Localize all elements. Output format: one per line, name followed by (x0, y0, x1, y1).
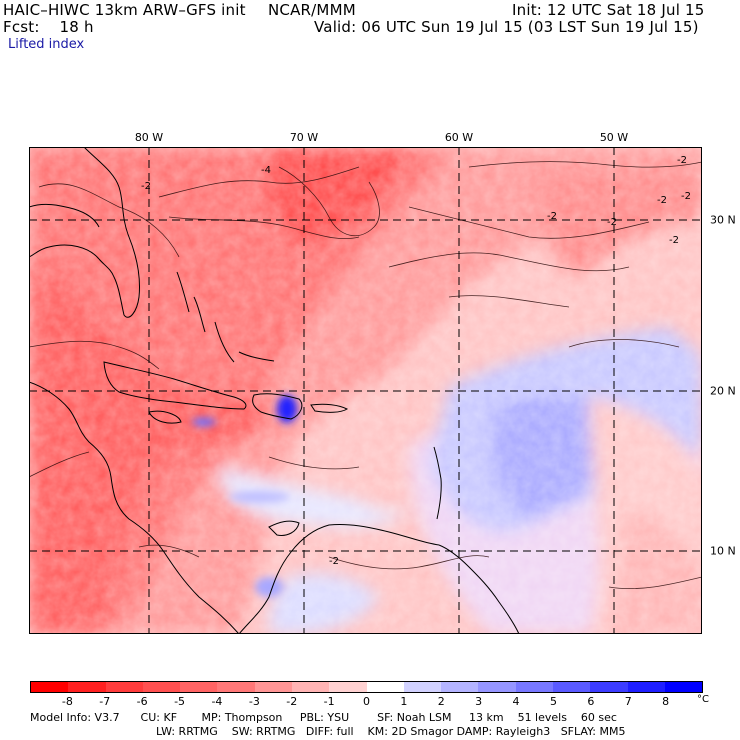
colorbar-tick-label: -5 (174, 695, 186, 708)
contours (29, 161, 702, 590)
colorbar-tick-label: -2 (286, 695, 298, 708)
colorbar-swatch (403, 682, 442, 692)
lat-label-30n: 30 N (710, 213, 736, 227)
colorbar-tick-label: 8 (662, 695, 670, 708)
model-info-line2: LW: RRTMG SW: RRTMG DIFF: full KM: 2D Sm… (156, 725, 626, 738)
contour-label: -2 (677, 155, 687, 166)
valid-time: Valid: 06 UTC Sun 19 Jul 15 (03 LST Sun … (314, 18, 699, 36)
model-title: HAIC–HIWC 13km ARW–GFS init (3, 1, 246, 19)
contour-label: -4 (261, 165, 271, 176)
colorbar-tick-label: -4 (211, 695, 223, 708)
colorbar-tick-label: 4 (512, 695, 520, 708)
colorbar-tick-label: -3 (248, 695, 260, 708)
colorbar-swatch (329, 682, 367, 692)
forecast-hour: Fcst: 18 h (3, 18, 94, 36)
colorbar-tick-label: 1 (400, 695, 408, 708)
colorbar-swatch (68, 682, 106, 692)
model-info-line1: Model Info: V3.7 CU: KF MP: Thompson PBL… (30, 711, 617, 724)
lat-lon-grid (29, 147, 702, 634)
contour-label: -2 (657, 195, 667, 206)
colorbar (30, 681, 703, 693)
contour-label: -2 (669, 235, 679, 246)
field-name: Lifted index (8, 37, 85, 52)
init-time: Init: 12 UTC Sat 18 Jul 15 (512, 1, 705, 19)
lon-label-80w: 80 W (134, 131, 164, 144)
contour-label: -2 (607, 217, 617, 228)
colorbar-tick-label: 2 (437, 695, 445, 708)
colorbar-swatch (552, 682, 591, 692)
lon-label-60w: 60 W (444, 131, 474, 144)
colorbar-swatch (590, 682, 628, 692)
colorbar-tick-label: 7 (624, 695, 632, 708)
colorbar-tick-label: -8 (61, 695, 73, 708)
colorbar-tick-label: -1 (323, 695, 335, 708)
org-label: NCAR/MMM (268, 1, 356, 19)
lon-label-70w: 70 W (289, 131, 319, 144)
colorbar-swatch (664, 682, 703, 692)
lifted-index-map: -2 -2 -2 -2 -2 -2 -4 -2 -2 (29, 147, 702, 634)
contour-label: -2 (329, 556, 339, 567)
colorbar-swatch (441, 682, 479, 692)
lon-label-50w: 50 W (599, 131, 629, 144)
map-frame (29, 147, 702, 634)
colorbar-tick-label: -7 (99, 695, 111, 708)
contour-label: -2 (141, 181, 151, 192)
contour-label: -2 (681, 191, 691, 202)
colorbar-tick-label: 0 (363, 695, 370, 708)
colorbar-unit: °C (697, 694, 709, 705)
colorbar-swatch (142, 682, 181, 692)
colorbar-swatch (627, 682, 665, 692)
colorbar-swatch (217, 682, 255, 692)
colorbar-tick-label: 5 (549, 695, 557, 708)
colorbar-tick-label: -6 (136, 695, 148, 708)
colorbar-swatch (291, 682, 330, 692)
colorbar-swatch (478, 682, 516, 692)
colorbar-swatch (366, 682, 404, 692)
lat-label-20n: 20 N (710, 384, 736, 398)
colorbar-swatch (180, 682, 218, 692)
colorbar-swatch (31, 682, 69, 692)
lat-label-10n: 10 N (710, 544, 736, 558)
contour-labels: -2 -2 -2 -2 -2 -2 -4 -2 -2 (141, 155, 691, 567)
colorbar-tick-label: 3 (475, 695, 483, 708)
colorbar-swatch (254, 682, 292, 692)
colorbar-swatch (105, 682, 143, 692)
contour-label: -2 (547, 211, 557, 222)
coastlines (29, 147, 520, 634)
colorbar-tick-label: 6 (587, 695, 595, 708)
colorbar-swatch (515, 682, 553, 692)
